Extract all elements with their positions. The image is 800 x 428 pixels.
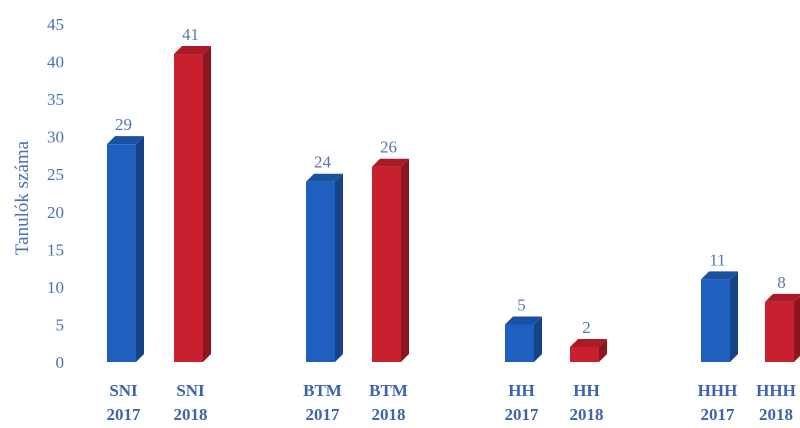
bar-top [701,271,738,280]
bar-top [306,173,343,182]
bar-front [701,279,730,362]
bar [372,158,409,362]
bar [174,46,211,363]
data-label: 24 [314,153,332,172]
bar-front [306,181,335,362]
bar-top [174,46,211,55]
bar-side [335,173,343,362]
y-tick-label: 40 [47,53,64,72]
y-tick-label: 25 [47,165,64,184]
data-label: 2 [582,318,591,337]
bar-side [599,338,607,362]
category-label-line1: HHH [756,381,796,400]
y-tick-label: 20 [47,203,64,222]
bar [701,271,738,362]
bar-side [534,316,542,362]
bar-side [203,46,211,363]
data-label: 8 [777,273,786,292]
data-labels: 29 41 24 26 5 2 11 8 [115,25,786,337]
bar [570,338,607,362]
category-label-line1: BTM [369,381,408,400]
y-tick-label: 30 [47,128,64,147]
bar [306,173,343,362]
category-label-line2: 2018 [174,405,208,424]
category-label-line1: BTM [303,381,342,400]
category-label-line2: 2018 [570,405,604,424]
category-label-line2: 2017 [306,405,341,424]
data-label: 41 [182,25,199,44]
data-label: 5 [517,295,526,314]
category-label-line1: HH [508,381,534,400]
y-tick-label: 35 [47,90,64,109]
bar-side [401,158,409,362]
bar-top [765,293,800,302]
data-label: 26 [380,138,397,157]
category-label-line1: SNI [109,381,138,400]
bar-front [174,54,203,363]
data-label: 11 [709,250,725,269]
bar-top [570,338,607,347]
category-label-line2: 2017 [701,405,736,424]
y-tick-label: 10 [47,278,64,297]
bars [107,46,800,363]
bar-side [794,295,800,362]
category-label-line1: HHH [698,381,738,400]
bar [505,316,542,362]
bar [107,136,144,362]
category-label-line2: 2017 [505,405,540,424]
category-label-line1: SNI [176,381,205,400]
bar-top [372,158,409,167]
bar-front [107,144,136,362]
bar-front [765,301,794,362]
bar-top [505,316,542,325]
y-tick-label: 5 [56,315,65,334]
category-label-line2: 2017 [107,405,142,424]
bar-top [107,136,144,145]
category-label-line2: 2018 [372,405,406,424]
bar-side [730,271,738,362]
bar-front [505,324,534,362]
y-axis-ticks: 0 5 10 15 20 25 30 35 40 45 [47,15,64,372]
bar-front [372,166,401,362]
data-label: 29 [115,115,132,134]
y-axis-label: Tanulók száma [12,140,33,255]
category-label-line1: HH [573,381,599,400]
y-tick-label: 15 [47,240,64,259]
y-tick-label: 0 [56,353,65,372]
y-tick-label: 45 [47,15,64,34]
bar-side [136,136,144,362]
bar [765,293,800,362]
category-labels: SNI 2017 SNI 2018 BTM 2017 BTM 2018 HH 2017 HH 2018… [107,381,796,424]
bar-front [570,346,599,362]
category-label-line2: 2018 [759,405,793,424]
